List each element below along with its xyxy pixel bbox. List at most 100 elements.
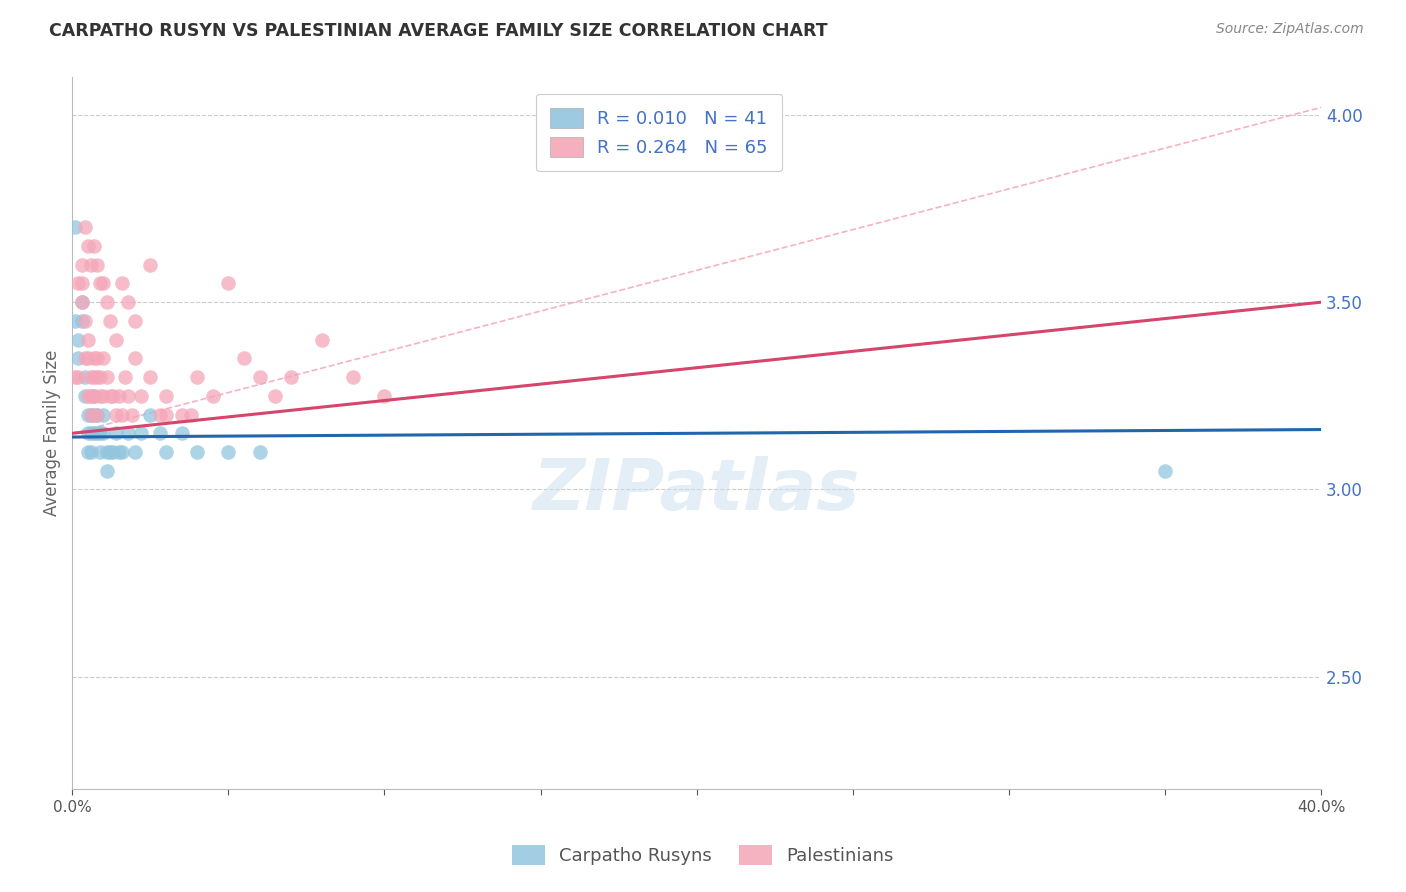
Text: ZIPatlas: ZIPatlas bbox=[533, 456, 860, 524]
Point bbox=[93, 351, 115, 366]
Point bbox=[93, 426, 115, 441]
Point bbox=[70, 295, 93, 310]
Point bbox=[155, 445, 177, 459]
Point bbox=[139, 370, 162, 384]
Point bbox=[311, 333, 333, 347]
Point bbox=[117, 426, 139, 441]
Text: Source: ZipAtlas.com: Source: ZipAtlas.com bbox=[1216, 22, 1364, 37]
Point bbox=[83, 239, 105, 253]
Point bbox=[89, 445, 111, 459]
Point bbox=[249, 445, 271, 459]
Point bbox=[86, 351, 108, 366]
Point bbox=[93, 389, 115, 403]
Point bbox=[149, 408, 172, 422]
Point bbox=[101, 445, 124, 459]
Point bbox=[86, 426, 108, 441]
Legend: R = 0.010   N = 41, R = 0.264   N = 65: R = 0.010 N = 41, R = 0.264 N = 65 bbox=[536, 94, 782, 171]
Point bbox=[67, 333, 90, 347]
Point bbox=[217, 445, 239, 459]
Point bbox=[76, 333, 98, 347]
Point bbox=[217, 277, 239, 291]
Point bbox=[280, 370, 302, 384]
Point bbox=[89, 277, 111, 291]
Point bbox=[70, 295, 93, 310]
Point bbox=[73, 314, 96, 328]
Point bbox=[73, 389, 96, 403]
Point bbox=[98, 314, 121, 328]
Point bbox=[76, 239, 98, 253]
Point bbox=[117, 389, 139, 403]
Point bbox=[65, 314, 87, 328]
Point bbox=[149, 426, 172, 441]
Point bbox=[111, 445, 134, 459]
Point bbox=[76, 408, 98, 422]
Text: CARPATHO RUSYN VS PALESTINIAN AVERAGE FAMILY SIZE CORRELATION CHART: CARPATHO RUSYN VS PALESTINIAN AVERAGE FA… bbox=[49, 22, 828, 40]
Point bbox=[249, 370, 271, 384]
Point bbox=[96, 464, 118, 478]
Point bbox=[124, 351, 146, 366]
Point bbox=[73, 351, 96, 366]
Point bbox=[70, 314, 93, 328]
Point bbox=[93, 277, 115, 291]
Point bbox=[233, 351, 256, 366]
Point bbox=[108, 389, 131, 403]
Point bbox=[76, 351, 98, 366]
Point bbox=[98, 445, 121, 459]
Point bbox=[124, 314, 146, 328]
Point bbox=[1154, 464, 1177, 478]
Point bbox=[155, 389, 177, 403]
Point bbox=[101, 389, 124, 403]
Point bbox=[104, 408, 127, 422]
Point bbox=[80, 370, 103, 384]
Point bbox=[121, 408, 143, 422]
Point bbox=[76, 389, 98, 403]
Point bbox=[86, 408, 108, 422]
Point bbox=[155, 408, 177, 422]
Point bbox=[98, 389, 121, 403]
Point bbox=[264, 389, 287, 403]
Point bbox=[70, 277, 93, 291]
Point bbox=[201, 389, 224, 403]
Point bbox=[342, 370, 364, 384]
Point bbox=[76, 426, 98, 441]
Point bbox=[129, 426, 152, 441]
Point bbox=[67, 370, 90, 384]
Point bbox=[83, 370, 105, 384]
Point bbox=[65, 370, 87, 384]
Point bbox=[373, 389, 395, 403]
Point bbox=[83, 389, 105, 403]
Point bbox=[89, 389, 111, 403]
Point bbox=[80, 408, 103, 422]
Point bbox=[86, 408, 108, 422]
Point bbox=[124, 445, 146, 459]
Point bbox=[80, 258, 103, 272]
Point bbox=[73, 220, 96, 235]
Point bbox=[83, 426, 105, 441]
Point bbox=[89, 426, 111, 441]
Point bbox=[80, 445, 103, 459]
Point bbox=[86, 258, 108, 272]
Point bbox=[96, 445, 118, 459]
Point bbox=[83, 351, 105, 366]
Point bbox=[80, 389, 103, 403]
Point bbox=[86, 370, 108, 384]
Point bbox=[139, 408, 162, 422]
Y-axis label: Average Family Size: Average Family Size bbox=[44, 350, 60, 516]
Point bbox=[76, 445, 98, 459]
Point bbox=[96, 370, 118, 384]
Point bbox=[129, 389, 152, 403]
Point bbox=[67, 351, 90, 366]
Point bbox=[67, 277, 90, 291]
Point bbox=[83, 389, 105, 403]
Point bbox=[83, 408, 105, 422]
Point bbox=[117, 295, 139, 310]
Point bbox=[114, 370, 136, 384]
Point bbox=[96, 295, 118, 310]
Point bbox=[180, 408, 202, 422]
Point bbox=[111, 408, 134, 422]
Point bbox=[186, 445, 208, 459]
Point bbox=[65, 220, 87, 235]
Point bbox=[111, 277, 134, 291]
Point bbox=[108, 445, 131, 459]
Point bbox=[80, 426, 103, 441]
